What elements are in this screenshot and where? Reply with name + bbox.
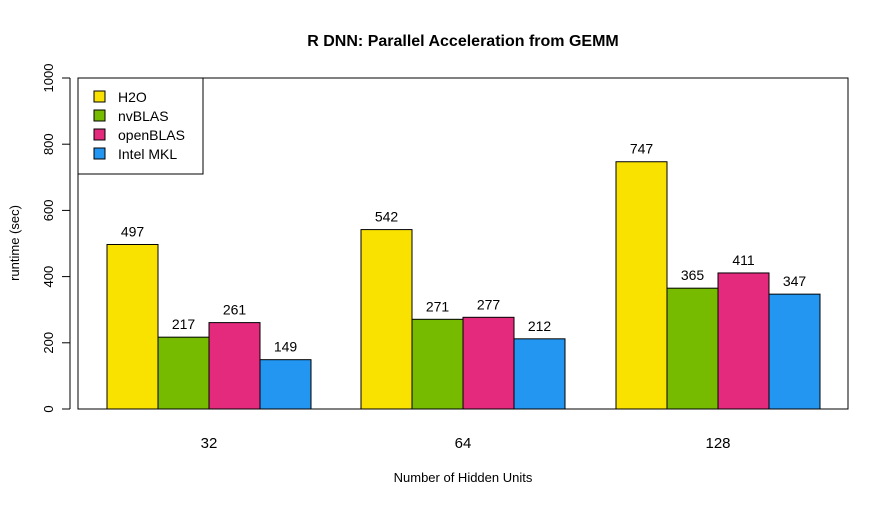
bar-intel-mkl-32 xyxy=(259,359,312,410)
bar-nvblas-64 xyxy=(411,318,464,410)
y-tick-label: 1000 xyxy=(41,64,56,93)
bar-intel-mkl-128 xyxy=(768,293,821,410)
y-tick-label: 400 xyxy=(41,266,56,288)
x-tick-label: 32 xyxy=(201,435,218,452)
bar-h2o-32 xyxy=(106,243,159,410)
legend-swatch xyxy=(93,90,106,103)
y-axis: 0 200 400 600 800 1000 xyxy=(41,64,71,413)
x-axis: 32 64 128 xyxy=(201,435,731,452)
data-label: 542 xyxy=(375,209,399,225)
bar-nvblas-128 xyxy=(666,287,719,410)
legend-swatch xyxy=(93,147,106,160)
legend-label: openBLAS xyxy=(118,127,185,143)
data-labels-group: 497 217 261 149 542 271 277 212 747 365 411 347 xyxy=(121,141,807,355)
y-axis-label: runtime (sec) xyxy=(7,205,22,281)
legend-label: Intel MKL xyxy=(118,146,177,162)
bar-openblas-32 xyxy=(208,322,261,410)
chart-title: R DNN: Parallel Acceleration from GEMM xyxy=(307,33,618,50)
y-tick-label: 800 xyxy=(41,133,56,155)
x-tick-label: 128 xyxy=(705,435,730,452)
data-label: 365 xyxy=(681,267,705,283)
data-label: 411 xyxy=(732,252,755,268)
data-label: 261 xyxy=(223,302,247,318)
x-axis-label: Number of Hidden Units xyxy=(394,470,533,485)
y-tick-label: 600 xyxy=(41,200,56,222)
bar-h2o-128 xyxy=(615,161,668,410)
bar-h2o-64 xyxy=(360,229,413,410)
data-label: 149 xyxy=(274,339,298,355)
x-tick-label: 64 xyxy=(455,435,472,452)
data-label: 497 xyxy=(121,223,145,239)
y-tick-label: 200 xyxy=(41,332,56,354)
legend-label: nvBLAS xyxy=(118,108,169,124)
data-label: 271 xyxy=(426,298,450,314)
bar-intel-mkl-64 xyxy=(513,338,566,410)
bar-nvblas-32 xyxy=(157,336,210,410)
data-label: 747 xyxy=(630,141,654,157)
bar-openblas-64 xyxy=(462,316,515,410)
legend: H2O nvBLAS openBLAS Intel MKL xyxy=(77,77,204,175)
legend-swatch xyxy=(93,128,106,141)
y-tick-label: 0 xyxy=(41,405,56,412)
data-label: 212 xyxy=(528,318,552,334)
data-label: 277 xyxy=(477,296,501,312)
plot-frame xyxy=(77,77,849,410)
data-label: 347 xyxy=(783,273,807,289)
bar-openblas-128 xyxy=(717,272,770,410)
data-label: 217 xyxy=(172,316,196,332)
bars-group xyxy=(106,161,821,410)
legend-swatch xyxy=(93,109,106,122)
legend-label: H2O xyxy=(118,89,147,105)
